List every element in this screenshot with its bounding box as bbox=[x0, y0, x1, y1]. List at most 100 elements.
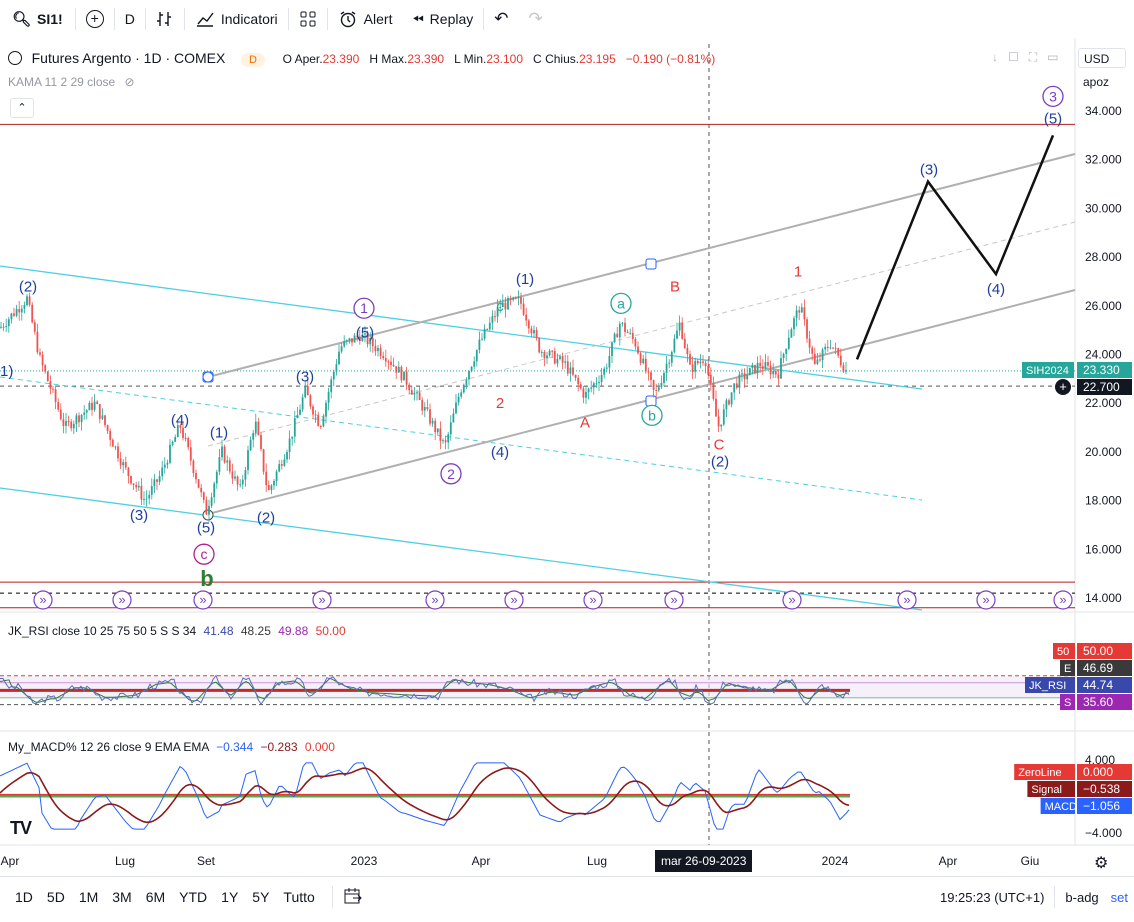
crosshair-price-tag-text: 22.700 bbox=[1083, 380, 1120, 394]
candle-body bbox=[457, 396, 460, 403]
move-down-icon[interactable]: ↓ bbox=[992, 50, 998, 64]
rsi-tag-value: 50.00 bbox=[1083, 644, 1113, 658]
candle-body bbox=[743, 373, 746, 380]
clock-label[interactable]: 19:25:23 (UTC+1) bbox=[939, 889, 1045, 905]
candle-body bbox=[244, 470, 247, 480]
interval-button[interactable]: D bbox=[115, 0, 145, 38]
fullscreen-icon[interactable]: ⛶ bbox=[1028, 50, 1038, 64]
eye-off-icon[interactable]: ⊘ bbox=[124, 75, 135, 89]
candle-body bbox=[96, 401, 99, 404]
price-tick: 20.000 bbox=[1085, 445, 1122, 459]
collapse-icon[interactable]: ▭ bbox=[1047, 50, 1059, 64]
session-toggle[interactable]: set bbox=[1110, 889, 1128, 905]
replay-button[interactable]: ⏪︎ Replay bbox=[402, 0, 483, 38]
alert-button[interactable]: Alert bbox=[328, 0, 403, 38]
undo-icon: ↶ bbox=[494, 9, 509, 28]
collapse-legend-button[interactable]: ⌃ bbox=[10, 98, 34, 118]
candle-body bbox=[611, 342, 613, 356]
range-button-ytd[interactable]: YTD bbox=[179, 889, 208, 905]
candle-body bbox=[330, 379, 333, 393]
scale-mode-label: apoz bbox=[1083, 75, 1110, 89]
time-axis-label: Lug bbox=[115, 854, 135, 868]
candle-body bbox=[470, 366, 473, 372]
candle-body bbox=[486, 328, 489, 330]
time-axis-label: 2023 bbox=[351, 854, 378, 868]
candle-body bbox=[78, 415, 80, 423]
wave-label: (1) bbox=[210, 424, 228, 441]
range-button-1m[interactable]: 1M bbox=[78, 889, 99, 905]
candle-body bbox=[613, 333, 616, 343]
maximize-icon[interactable]: ☐ bbox=[1008, 50, 1019, 64]
candle-body bbox=[514, 297, 517, 299]
range-button-3m[interactable]: 3M bbox=[112, 889, 132, 905]
wave-label: (5) bbox=[356, 325, 374, 342]
adjust-toggle[interactable]: b-adg bbox=[1065, 889, 1099, 905]
candle-body bbox=[340, 346, 343, 352]
candle-body bbox=[7, 319, 10, 327]
price-tick: 18.000 bbox=[1085, 494, 1122, 508]
candle-body bbox=[75, 415, 78, 424]
last-price-tag-text: 23.330 bbox=[1083, 363, 1120, 377]
event-marker-glyph: » bbox=[431, 592, 438, 607]
macd-tag-label-bg bbox=[1040, 798, 1075, 814]
redo-button[interactable]: ↷ bbox=[519, 0, 553, 38]
range-button-5d[interactable]: 5D bbox=[46, 889, 65, 905]
range-button-1d[interactable]: 1D bbox=[15, 889, 33, 905]
candle-body bbox=[494, 316, 496, 318]
wave-label: (4) bbox=[987, 281, 1005, 298]
candle-body bbox=[689, 354, 691, 365]
range-button-5y[interactable]: 5Y bbox=[252, 889, 270, 905]
wave-label: (5) bbox=[197, 519, 215, 536]
downtrend-mid-line bbox=[0, 376, 923, 501]
event-marker-icon bbox=[193, 590, 213, 610]
chart-svg[interactable]: 34.00032.00030.00028.00026.00024.00022.0… bbox=[0, 38, 1134, 876]
wave-label-circle bbox=[610, 292, 632, 315]
settings-gear-icon[interactable]: ⚙︎ bbox=[1094, 855, 1109, 872]
tradingview-logo[interactable]: TV bbox=[10, 818, 32, 838]
range-button-1y[interactable]: 1Y bbox=[221, 889, 239, 905]
compare-button[interactable]: + bbox=[76, 0, 114, 38]
downtrend-lower-line bbox=[0, 487, 923, 611]
currency-selector[interactable]: USD bbox=[1078, 48, 1126, 68]
candle-body bbox=[28, 296, 31, 305]
candle-body bbox=[774, 370, 777, 375]
date-range-button[interactable] bbox=[343, 887, 363, 908]
divider bbox=[331, 886, 333, 908]
candle-body bbox=[455, 402, 457, 414]
candle-body bbox=[62, 419, 65, 426]
candle-body bbox=[119, 458, 122, 466]
candle-body bbox=[301, 397, 304, 410]
candle-body bbox=[338, 351, 340, 365]
rsi-tag-label: 50 bbox=[1057, 646, 1069, 658]
layouts-button[interactable] bbox=[289, 0, 327, 38]
price-tick: 26.000 bbox=[1085, 299, 1122, 313]
candle-body bbox=[208, 505, 210, 515]
candle-body bbox=[629, 332, 632, 334]
candle-body bbox=[634, 338, 637, 347]
event-marker-icon bbox=[425, 590, 445, 610]
candle-body bbox=[15, 309, 18, 316]
indicators-button[interactable]: Indicatori bbox=[185, 0, 288, 38]
chart-type-button[interactable] bbox=[146, 0, 184, 38]
macd-line bbox=[0, 762, 850, 830]
candle-body bbox=[548, 350, 551, 356]
calendar-range-icon bbox=[344, 887, 362, 903]
candle-body bbox=[98, 403, 101, 419]
candle-body bbox=[837, 348, 840, 356]
scale-mode[interactable]: apoz bbox=[1078, 72, 1126, 92]
chart-title: Futures Argento · 1D · COMEX bbox=[31, 50, 226, 66]
candle-body bbox=[408, 384, 411, 391]
candle-body bbox=[824, 346, 827, 350]
range-button-tutto[interactable]: Tutto bbox=[283, 889, 315, 905]
price-tick: 30.000 bbox=[1085, 201, 1122, 215]
undo-button[interactable]: ↶ bbox=[484, 0, 518, 38]
candle-body bbox=[176, 425, 179, 438]
candle-body bbox=[117, 446, 119, 459]
candle-body bbox=[639, 353, 642, 364]
candle-body bbox=[522, 303, 525, 315]
range-button-6m[interactable]: 6M bbox=[145, 889, 166, 905]
legend-toggle-icon[interactable] bbox=[8, 51, 22, 65]
symbol-search[interactable]: 🔍︎ SI1! bbox=[0, 0, 75, 38]
chart-frame[interactable]: 34.000 32.000 30.000 28.000 26.000 24.000 22.0… bbox=[0, 38, 1134, 876]
candle-body bbox=[652, 380, 655, 391]
